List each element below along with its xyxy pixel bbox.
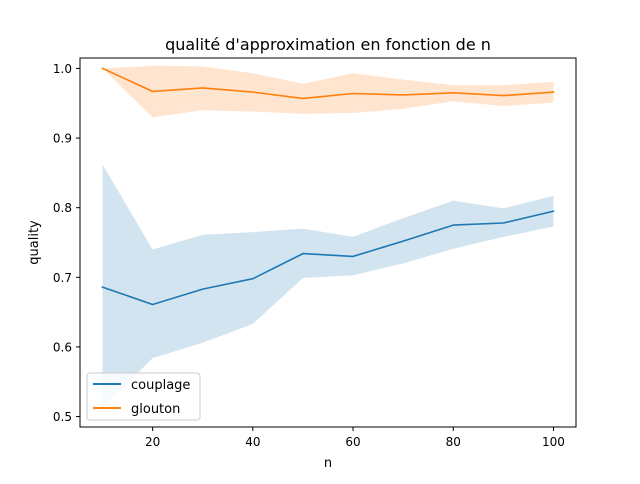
legend-label-couplage: couplage	[131, 378, 190, 393]
y-tick-label: 1.0	[53, 62, 72, 76]
x-tick-label: 20	[145, 435, 160, 449]
x-tick-label: 60	[345, 435, 360, 449]
x-axis-label: n	[324, 456, 332, 471]
y-tick-label: 0.9	[53, 132, 72, 146]
legend-label-glouton: glouton	[131, 402, 180, 417]
y-axis-label: quality	[27, 220, 42, 265]
y-tick-label: 0.8	[53, 201, 72, 215]
x-tick-label: 100	[542, 435, 565, 449]
chart-title: qualité d'approximation en fonction de n	[165, 35, 491, 54]
x-tick-label: 40	[245, 435, 260, 449]
y-tick-label: 0.5	[53, 410, 72, 424]
y-tick-label: 0.6	[53, 340, 72, 354]
x-tick-label: 80	[446, 435, 461, 449]
legend: couplage glouton	[87, 373, 200, 420]
y-tick-label: 0.7	[53, 271, 72, 285]
